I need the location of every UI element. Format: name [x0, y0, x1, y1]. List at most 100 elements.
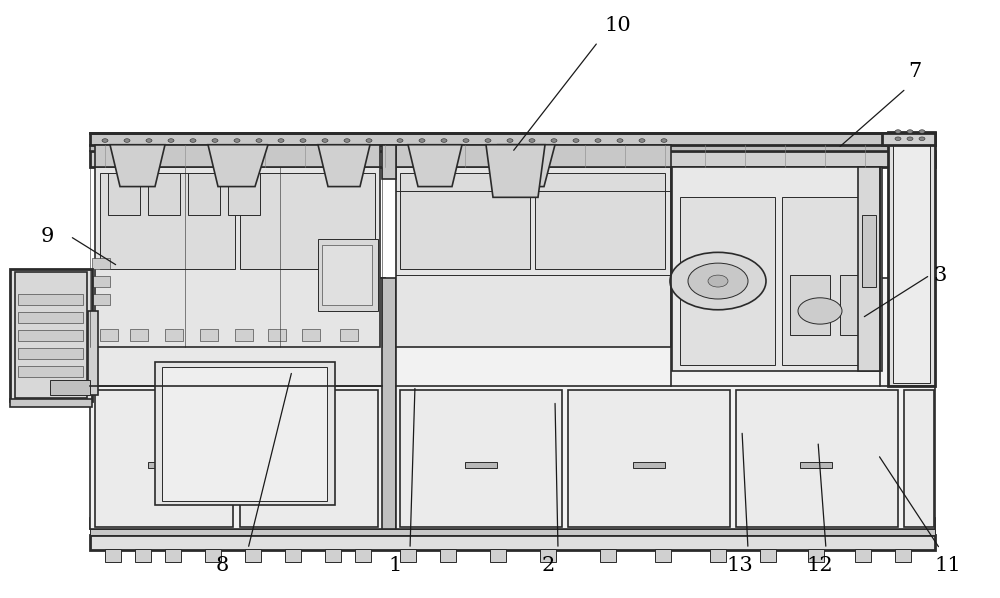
Circle shape: [661, 139, 667, 142]
Bar: [302, 329, 320, 341]
Bar: [240, 173, 375, 269]
Bar: [200, 329, 218, 341]
Circle shape: [595, 139, 601, 142]
Bar: [396, 278, 935, 529]
Circle shape: [463, 139, 469, 142]
Bar: [325, 549, 341, 562]
Circle shape: [441, 139, 447, 142]
Bar: [90, 529, 935, 535]
Bar: [790, 275, 830, 335]
Bar: [100, 173, 235, 269]
Circle shape: [397, 139, 403, 142]
Bar: [108, 173, 140, 215]
Circle shape: [617, 139, 623, 142]
Bar: [90, 278, 385, 386]
Bar: [18, 348, 83, 359]
Bar: [568, 390, 730, 527]
Bar: [895, 549, 911, 562]
Bar: [268, 329, 286, 341]
Polygon shape: [408, 145, 462, 187]
Circle shape: [322, 139, 328, 142]
Bar: [710, 549, 726, 562]
Bar: [808, 549, 824, 562]
Bar: [858, 167, 880, 371]
Bar: [10, 269, 92, 401]
Text: 8: 8: [215, 556, 229, 575]
Bar: [18, 312, 83, 323]
Polygon shape: [486, 145, 545, 197]
Circle shape: [907, 137, 913, 141]
Bar: [88, 311, 98, 395]
Bar: [396, 145, 671, 167]
Polygon shape: [318, 145, 370, 187]
Bar: [10, 399, 92, 407]
Bar: [90, 535, 935, 550]
Circle shape: [102, 139, 108, 142]
Bar: [100, 329, 118, 341]
Text: 2: 2: [541, 556, 555, 575]
Text: 10: 10: [605, 16, 631, 35]
Bar: [228, 173, 260, 215]
Text: 1: 1: [388, 556, 402, 575]
Bar: [840, 275, 880, 335]
Circle shape: [278, 139, 284, 142]
Bar: [18, 294, 83, 305]
Circle shape: [256, 139, 262, 142]
Text: 13: 13: [727, 556, 753, 575]
Circle shape: [507, 139, 513, 142]
Bar: [148, 173, 180, 215]
Circle shape: [573, 139, 579, 142]
Bar: [15, 272, 87, 398]
Text: 9: 9: [40, 227, 54, 246]
Circle shape: [146, 139, 152, 142]
Polygon shape: [498, 145, 555, 187]
Bar: [90, 518, 935, 529]
Circle shape: [485, 139, 491, 142]
Bar: [235, 329, 253, 341]
Bar: [736, 390, 898, 527]
Bar: [672, 167, 882, 371]
Bar: [90, 151, 935, 167]
Bar: [245, 549, 261, 562]
Bar: [633, 462, 665, 468]
Bar: [855, 549, 871, 562]
Circle shape: [190, 139, 196, 142]
Bar: [904, 390, 934, 527]
Bar: [465, 462, 497, 468]
Bar: [382, 145, 396, 179]
Bar: [92, 294, 110, 305]
Bar: [382, 278, 396, 529]
Bar: [165, 329, 183, 341]
Bar: [50, 380, 90, 395]
Bar: [285, 549, 301, 562]
Circle shape: [551, 139, 557, 142]
Bar: [95, 167, 380, 347]
Bar: [600, 549, 616, 562]
Bar: [293, 462, 325, 468]
Bar: [90, 278, 385, 529]
Bar: [800, 462, 832, 468]
Circle shape: [168, 139, 174, 142]
Circle shape: [366, 139, 372, 142]
Circle shape: [670, 252, 766, 310]
Text: 3: 3: [933, 266, 947, 285]
Circle shape: [907, 130, 913, 133]
Bar: [888, 132, 935, 386]
Bar: [680, 197, 775, 365]
Bar: [655, 549, 671, 562]
Bar: [92, 276, 110, 287]
Bar: [90, 145, 935, 151]
Circle shape: [895, 137, 901, 141]
Circle shape: [919, 137, 925, 141]
Bar: [782, 197, 874, 365]
Bar: [188, 173, 220, 215]
Bar: [440, 549, 456, 562]
Bar: [148, 462, 180, 468]
Polygon shape: [208, 145, 268, 187]
Polygon shape: [110, 145, 165, 187]
Bar: [92, 258, 110, 269]
Bar: [318, 239, 378, 311]
Bar: [355, 549, 371, 562]
Bar: [540, 549, 556, 562]
Bar: [18, 366, 83, 377]
